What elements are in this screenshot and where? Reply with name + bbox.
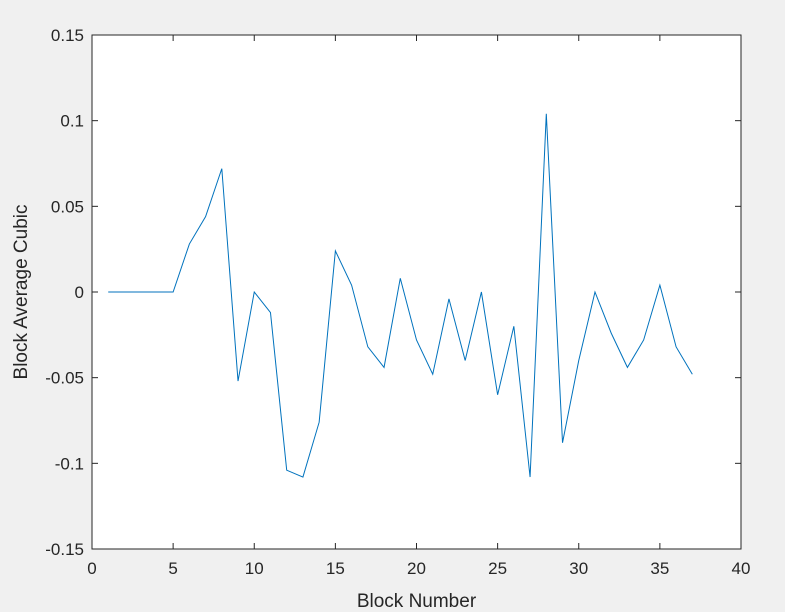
series-layer (108, 113, 693, 478)
y-tick-label: 0.15 (51, 26, 84, 45)
x-tick-label: 40 (732, 559, 751, 578)
x-axis-label: Block Number (357, 591, 477, 612)
y-tick-label: 0.05 (51, 197, 84, 216)
x-tick-label: 20 (407, 559, 426, 578)
x-tick-label: 10 (245, 559, 264, 578)
y-axis: -0.15 -0.1 -0.05 0 0.05 0.1 0.15 (45, 26, 741, 559)
y-tick-label: -0.15 (45, 540, 84, 559)
series-line (108, 113, 693, 478)
y-axis-label: Block Average Cubic (11, 205, 32, 380)
plot-area (92, 35, 741, 549)
y-tick-label: 0 (75, 283, 84, 302)
x-tick-label: 25 (488, 559, 507, 578)
x-tick-label: 35 (650, 559, 669, 578)
x-axis: 0 5 10 15 20 25 30 35 40 (87, 35, 750, 578)
y-tick-label: 0.1 (60, 112, 84, 131)
x-tick-label: 5 (168, 559, 177, 578)
x-tick-label: 30 (569, 559, 588, 578)
y-tick-label: -0.05 (45, 369, 84, 388)
y-tick-label: -0.1 (55, 454, 84, 473)
x-tick-label: 15 (326, 559, 345, 578)
x-tick-label: 0 (87, 559, 96, 578)
